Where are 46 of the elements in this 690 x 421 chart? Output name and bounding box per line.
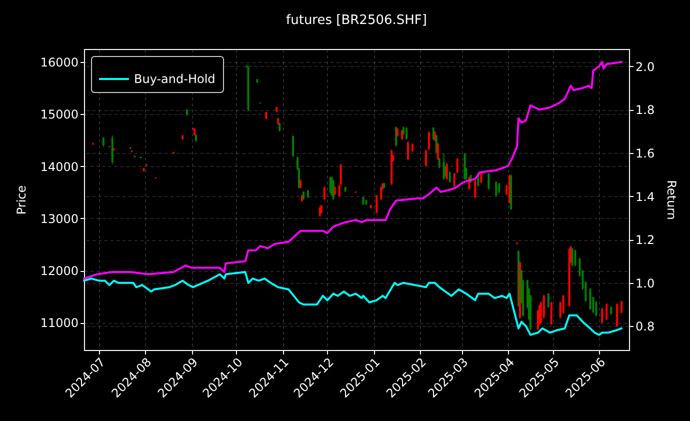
candlestick [323,186,326,201]
candlestick [376,194,378,214]
y-tick-label: 14000 [40,160,78,174]
candlestick [488,172,490,190]
y-tick-label: 16000 [40,56,78,70]
candlestick [550,301,552,326]
y2-tick-label: 1.0 [636,276,655,290]
candlestick [102,136,104,147]
y2-tick-label: 0.8 [636,320,655,334]
candlestick [406,126,408,140]
y2-axis-title: Return [664,180,679,220]
candlestick [480,172,482,184]
y-tick-label: 15000 [40,108,78,122]
candlestick [456,157,458,174]
line-series [83,60,623,280]
candlestick [498,182,500,194]
y2-tick-label: 1.2 [636,233,655,248]
y-tick-label: 12000 [40,264,78,278]
y-axis-title: Price [14,185,28,215]
candlestick [606,302,608,321]
candlestick [424,149,427,167]
chart-title: futures [BR2506.SHF] [286,13,427,28]
candlestick [620,300,623,314]
y2-tick-label: 2.0 [636,60,655,74]
candlestick [574,249,576,267]
candlestick [542,294,545,319]
y2-tick-label: 1.4 [636,190,655,204]
y-tick-label: 11000 [40,316,78,330]
candlestick [601,308,604,324]
line-series [83,271,623,336]
candlestick [616,302,618,328]
candlestick [448,170,451,184]
candlestick [547,292,550,309]
candlestick [562,294,564,314]
y-tick-label: 13000 [40,212,78,226]
legend-label: Buy-and-Hold [134,72,216,86]
candlestick [407,140,410,161]
candlestick [474,179,476,199]
y2-tick-label: 1.6 [636,146,655,160]
y2-tick-label: 1.8 [636,103,655,118]
candlestick [292,135,294,158]
candlestick [595,300,598,317]
candlestick [453,172,456,188]
candlestick [495,180,498,198]
candlestick [428,130,430,151]
candlestick [589,288,592,311]
